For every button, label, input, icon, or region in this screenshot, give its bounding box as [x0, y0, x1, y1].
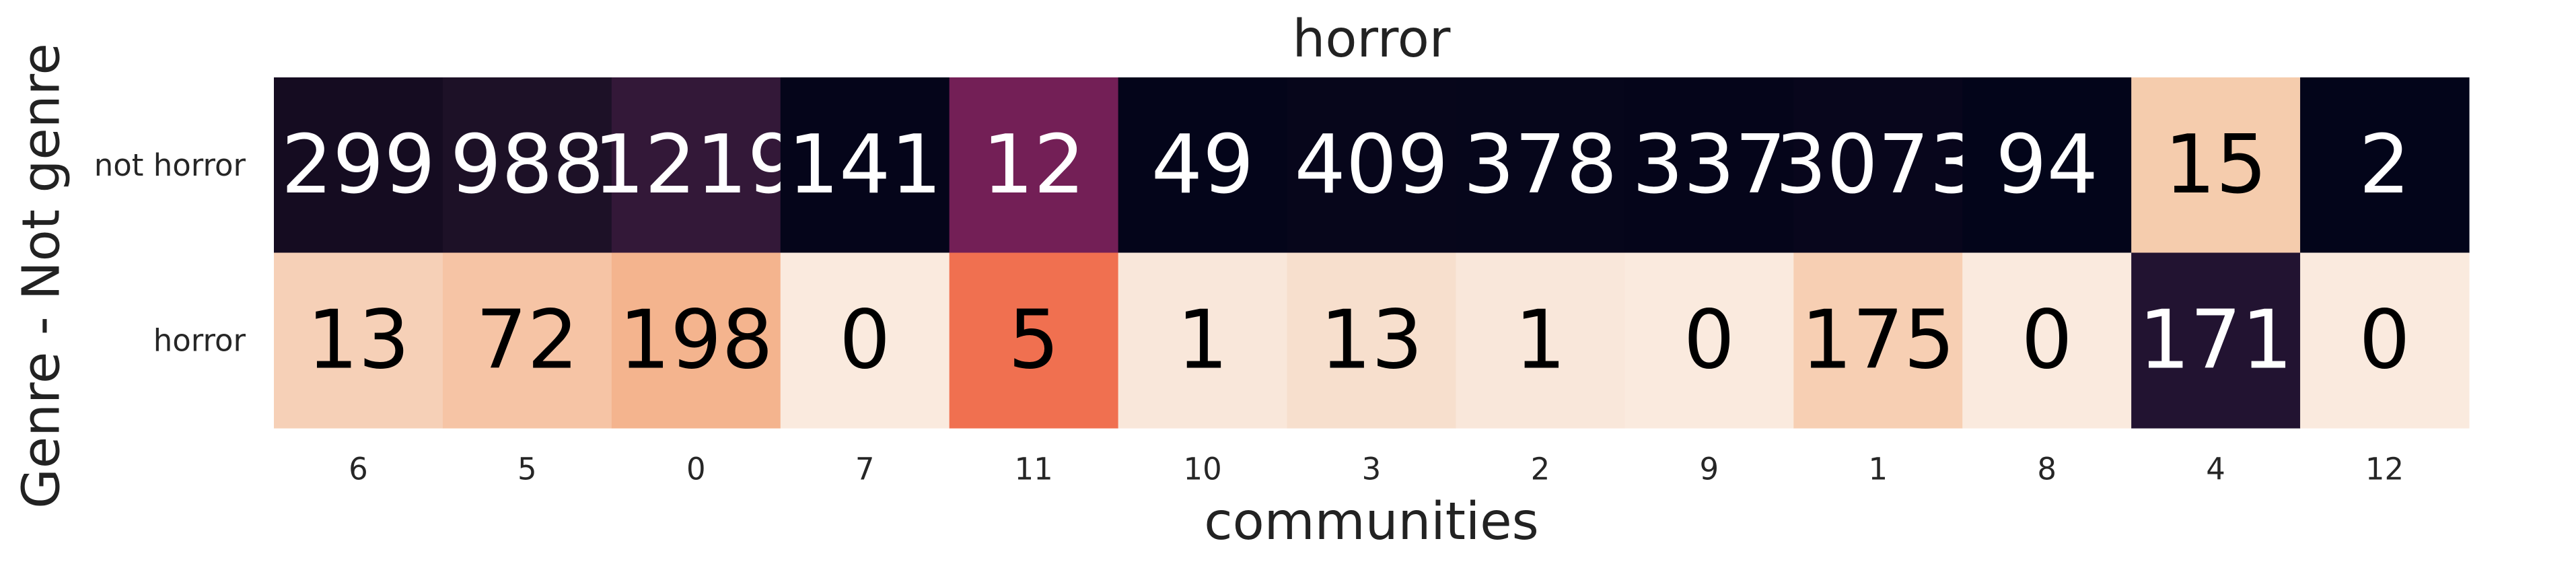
heatmap-cell: [1624, 77, 1794, 254]
cell-value-label: 13: [1320, 293, 1423, 387]
x-tick-label: 9: [1700, 452, 1719, 487]
heatmap-cell: [274, 252, 443, 429]
cell-value-label: 5: [1008, 293, 1059, 387]
cell-value-label: 2: [2359, 118, 2410, 212]
x-tick-label: 11: [1015, 452, 1053, 487]
y-tick-label: not horror: [94, 147, 246, 183]
heatmap-cell: [1118, 252, 1288, 429]
y-tick-label: horror: [153, 322, 246, 358]
chart-title: horror: [1292, 9, 1451, 69]
cell-value-label: 409: [1294, 118, 1448, 212]
heatmap-cell: [1287, 252, 1457, 429]
x-axis-label: communities: [1204, 492, 1539, 552]
heatmap-cell: [2131, 252, 2301, 429]
cell-value-label: 0: [839, 293, 890, 387]
heatmap-cell: [949, 77, 1119, 254]
cell-value-label: 0: [2022, 293, 2073, 387]
x-tick-label: 5: [517, 452, 537, 487]
heatmap-cell: [274, 77, 443, 254]
heatmap-cell: [1456, 77, 1625, 254]
cell-value-label: 988: [450, 118, 604, 212]
heatmap-cell: [2300, 77, 2470, 254]
cell-value-label: 12: [982, 118, 1085, 212]
heatmap-cell: [611, 252, 781, 429]
cell-value-label: 0: [2359, 293, 2410, 387]
cell-value-label: 13: [307, 293, 410, 387]
cell-value-label: 72: [476, 293, 579, 387]
x-tick-label: 7: [855, 452, 875, 487]
heatmap-cell: [780, 252, 950, 429]
heatmap-cell: [2131, 77, 2301, 254]
heatmap-cell: [1962, 77, 2132, 254]
heatmap-cell: [1118, 77, 1288, 254]
heatmap-cell: [2300, 252, 2470, 429]
heatmap-cell: [442, 77, 612, 254]
cell-value-label: 299: [281, 118, 435, 212]
cell-value-label: 141: [788, 118, 942, 212]
heatmap-cell: [611, 77, 781, 254]
x-tick-label: 0: [686, 452, 706, 487]
cell-value-label: 0: [1684, 293, 1735, 387]
heatmap-cell: [442, 252, 612, 429]
heatmap-cell: [1456, 252, 1625, 429]
cell-value-label: 94: [1995, 118, 2098, 212]
cell-value-label: 3073: [1775, 118, 1980, 212]
cell-value-label: 49: [1151, 118, 1254, 212]
heatmap-cell: [1793, 252, 1963, 429]
cell-value-label: 15: [2164, 118, 2267, 212]
heatmap-cell: [780, 77, 950, 254]
cell-value-label: 171: [2139, 293, 2293, 387]
heatmap-cell: [1624, 252, 1794, 429]
heatmap-cell: [949, 252, 1119, 429]
cell-value-label: 337: [1632, 118, 1786, 212]
heatmap-cell: [1793, 77, 1963, 254]
heatmap-cell: [1287, 77, 1457, 254]
cell-value-label: 378: [1463, 118, 1617, 212]
cell-value-label: 1: [1177, 293, 1228, 387]
x-tick-label: 4: [2206, 452, 2225, 487]
x-tick-label: 2: [1531, 452, 1550, 487]
heatmap-cell: [1962, 252, 2132, 429]
cell-value-label: 175: [1801, 293, 1955, 387]
x-tick-label: 1: [1868, 452, 1888, 487]
x-tick-label: 12: [2365, 452, 2404, 487]
cell-value-label: 198: [619, 293, 773, 387]
x-tick-label: 10: [1183, 452, 1221, 487]
cell-value-label: 1219: [594, 118, 799, 212]
x-tick-label: 8: [2037, 452, 2056, 487]
x-tick-label: 3: [1362, 452, 1382, 487]
cell-value-label: 1: [1515, 293, 1566, 387]
x-tick-label: 6: [349, 452, 368, 487]
